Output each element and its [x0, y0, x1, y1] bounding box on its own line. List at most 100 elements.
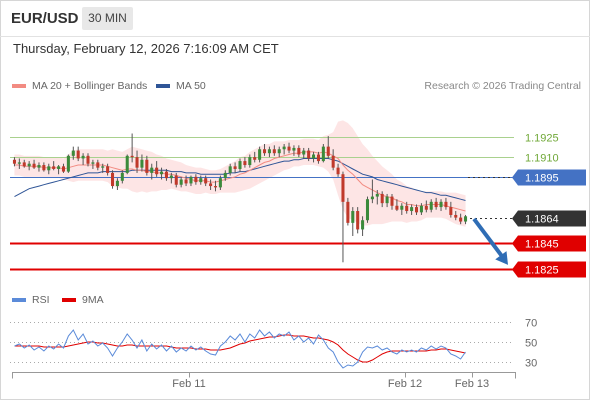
candle-body	[390, 196, 394, 206]
candle-body	[464, 216, 468, 222]
level-value-tag	[512, 169, 586, 186]
rsi-swatch	[12, 298, 26, 303]
candle	[341, 171, 345, 263]
candle	[218, 175, 222, 190]
candle-body	[248, 157, 252, 166]
level-value-tag	[512, 210, 586, 227]
candle-body	[262, 149, 267, 154]
candle	[395, 199, 399, 212]
ma20-label: MA 20 + Bollinger Bands	[32, 80, 148, 92]
candle	[238, 158, 242, 172]
candle-body	[238, 161, 242, 169]
candle-body	[454, 214, 458, 218]
level-value-tag	[512, 261, 586, 278]
candle-body	[429, 201, 433, 210]
level-value-text: 1.1895	[525, 173, 559, 185]
candle	[385, 193, 389, 208]
forecast-arrow-head	[495, 251, 508, 265]
candle	[258, 146, 262, 163]
candle-body	[179, 179, 183, 185]
candle	[262, 144, 267, 156]
candle	[204, 175, 208, 187]
candle	[61, 163, 66, 173]
candle	[287, 142, 291, 154]
candle-body	[174, 175, 178, 185]
level-label-resistance: 1.1910	[525, 153, 559, 165]
candle-body	[258, 149, 262, 160]
candle-body	[76, 150, 80, 159]
candle-body	[218, 178, 222, 188]
candle-body	[444, 201, 448, 208]
candle	[209, 179, 213, 190]
candle-body	[135, 157, 139, 168]
candle	[179, 176, 183, 188]
candle-body	[419, 205, 423, 213]
candle-body	[316, 154, 320, 162]
candle	[57, 165, 61, 175]
candle-body	[120, 172, 124, 181]
candle-body	[169, 175, 173, 179]
candle	[414, 204, 419, 215]
forecast-arrow-shaft	[472, 217, 506, 261]
ma50-label: MA 50	[176, 80, 206, 92]
candle-body	[130, 155, 134, 158]
candle	[194, 174, 198, 185]
candle-body	[287, 146, 291, 151]
timeframe-button[interactable]: 30 MIN	[82, 7, 133, 30]
candle-body	[101, 166, 105, 168]
candle-body	[321, 146, 325, 162]
candle	[272, 145, 276, 156]
candle-body	[66, 155, 70, 172]
level-label-support: 1.1845	[512, 235, 586, 252]
candle-body	[189, 176, 193, 184]
level-value-tag	[512, 235, 586, 252]
rsi-ma-label: 9MA	[82, 294, 104, 306]
candle-body	[115, 180, 119, 187]
candle	[86, 153, 90, 167]
candle	[424, 200, 428, 213]
candle	[326, 136, 330, 159]
candle-body	[57, 166, 61, 169]
candle-body	[439, 201, 443, 208]
legend-ma50: MA 50	[156, 80, 206, 92]
candle	[76, 146, 80, 162]
candle-body	[12, 159, 16, 164]
candle-body	[223, 172, 227, 179]
candle-body	[370, 196, 374, 200]
candle-body	[37, 165, 41, 168]
candle-body	[277, 149, 281, 154]
candle-body	[375, 193, 379, 197]
rsi-line	[14, 329, 466, 369]
candle	[454, 211, 458, 221]
candle-body	[424, 205, 428, 210]
candle	[302, 147, 306, 159]
candle-body	[110, 172, 115, 187]
candle	[101, 163, 105, 173]
instrument-symbol[interactable]: EUR/USD	[11, 10, 79, 27]
rsi-tick-label: 70	[525, 318, 537, 330]
candle-body	[86, 155, 90, 164]
candle-body	[414, 207, 419, 213]
candle	[316, 151, 320, 164]
candle	[96, 159, 100, 171]
candle-body	[361, 220, 365, 230]
candle	[223, 170, 227, 181]
candle-body	[209, 183, 213, 187]
candle	[150, 163, 154, 180]
candle	[164, 168, 168, 181]
candle	[439, 199, 443, 212]
candle-body	[272, 149, 276, 154]
candle	[32, 159, 36, 169]
candle	[27, 161, 31, 171]
candle-body	[125, 155, 129, 173]
candle	[145, 155, 149, 176]
candle-body	[96, 162, 100, 168]
candle-body	[32, 163, 36, 168]
candle	[125, 154, 129, 175]
rsi-ma-swatch	[62, 298, 76, 303]
candle	[81, 153, 85, 166]
candle	[12, 157, 16, 167]
candle-body	[449, 207, 453, 215]
candle-body	[145, 159, 149, 173]
